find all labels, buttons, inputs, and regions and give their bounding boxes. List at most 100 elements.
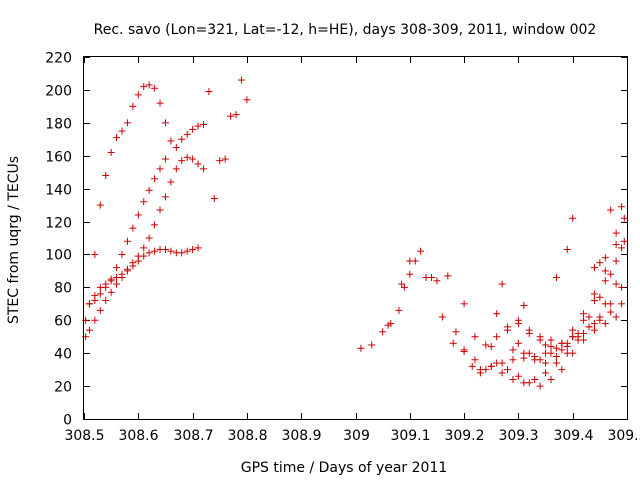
x-tick-label: 308.7 <box>173 428 213 444</box>
data-point <box>590 264 598 272</box>
data-point <box>460 300 468 308</box>
data-point <box>487 343 495 351</box>
data-point <box>210 195 218 203</box>
y-axis-label: STEC from uqrg / TECUs <box>6 156 22 324</box>
data-point <box>422 273 430 281</box>
data-point <box>482 366 490 374</box>
data-point <box>96 290 104 298</box>
data-point <box>468 362 476 370</box>
data-point <box>216 157 224 165</box>
data-point <box>194 244 202 252</box>
data-point <box>199 120 207 128</box>
data-point <box>140 198 148 206</box>
data-point <box>601 254 609 262</box>
data-point <box>558 366 566 374</box>
data-point <box>167 137 175 145</box>
data-point <box>514 372 522 380</box>
x-tick-label: 309.4 <box>553 428 593 444</box>
y-tick-label: 200 <box>45 84 72 100</box>
data-point <box>558 346 566 354</box>
data-point <box>156 99 164 107</box>
y-tick-label: 100 <box>45 248 72 264</box>
data-point <box>113 280 121 288</box>
data-point <box>91 297 99 305</box>
chart-title: Rec. savo (Lon=321, Lat=-12, h=HE), days… <box>94 22 597 38</box>
data-point <box>384 321 392 329</box>
data-point <box>189 155 197 163</box>
data-point <box>547 376 555 384</box>
x-tick-label: 309 <box>343 428 370 444</box>
data-point <box>547 343 555 351</box>
data-point <box>194 160 202 168</box>
data-point <box>102 297 110 305</box>
y-tick-label: 40 <box>54 347 72 363</box>
data-point <box>552 344 560 352</box>
data-point <box>107 148 115 156</box>
data-point <box>612 241 620 249</box>
y-tick-label: 60 <box>54 314 72 330</box>
data-point <box>102 171 110 179</box>
data-points <box>82 76 628 390</box>
data-point <box>558 339 566 347</box>
data-point <box>118 250 126 258</box>
data-point <box>509 356 517 364</box>
data-point <box>460 346 468 354</box>
data-point <box>547 349 555 357</box>
data-point <box>438 313 446 321</box>
data-point <box>542 359 550 367</box>
data-point <box>509 376 517 384</box>
data-point <box>542 369 550 377</box>
data-point <box>590 290 598 298</box>
data-point <box>161 155 169 163</box>
data-point <box>471 356 479 364</box>
data-point <box>91 316 99 324</box>
data-point <box>607 270 615 278</box>
data-point <box>178 135 186 143</box>
data-point <box>590 320 598 328</box>
data-point <box>612 257 620 265</box>
data-point <box>129 224 137 232</box>
data-point <box>531 356 539 364</box>
data-point <box>520 349 528 357</box>
data-point <box>145 81 153 89</box>
data-point <box>520 379 528 387</box>
data-point <box>395 306 403 314</box>
x-tick-label: 308.9 <box>281 428 321 444</box>
y-tick-label: 180 <box>45 117 72 133</box>
data-point <box>183 130 191 138</box>
data-point <box>357 344 365 352</box>
data-point <box>113 134 121 142</box>
data-point <box>536 382 544 390</box>
data-point <box>145 186 153 194</box>
data-point <box>618 300 626 308</box>
y-tick-label: 20 <box>54 380 72 396</box>
data-point <box>574 329 582 337</box>
data-point <box>612 280 620 288</box>
data-point <box>569 326 577 334</box>
data-point <box>449 339 457 347</box>
data-point <box>140 83 148 91</box>
data-point <box>476 369 484 377</box>
y-tick-label: 220 <box>45 51 72 67</box>
data-point <box>221 155 229 163</box>
data-point <box>156 206 164 214</box>
data-point <box>134 91 142 99</box>
data-point <box>514 316 522 324</box>
data-point <box>574 336 582 344</box>
data-point <box>123 119 131 127</box>
data-point <box>563 343 571 351</box>
y-tick-label: 80 <box>54 281 72 297</box>
data-point <box>129 259 137 267</box>
data-point <box>243 96 251 104</box>
data-point <box>406 257 414 265</box>
data-point <box>107 275 115 283</box>
data-point <box>227 112 235 120</box>
data-point <box>504 366 512 374</box>
data-point <box>531 376 539 384</box>
data-point <box>525 329 533 337</box>
data-point <box>113 264 121 272</box>
data-point <box>498 369 506 377</box>
data-point <box>601 277 609 285</box>
data-point <box>183 247 191 255</box>
